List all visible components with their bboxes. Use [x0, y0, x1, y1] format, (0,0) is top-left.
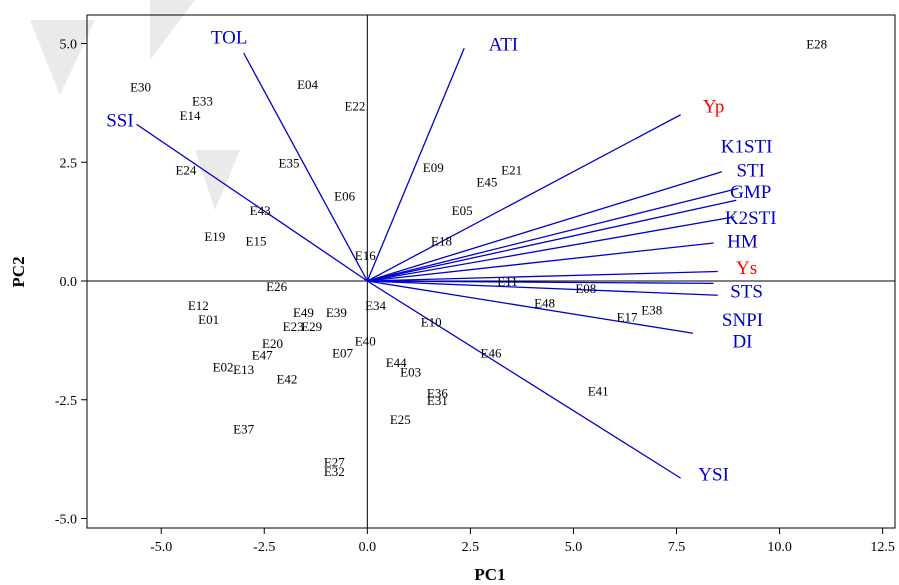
- y-tick-label: 0.0: [60, 275, 78, 290]
- vector-line: [367, 171, 723, 282]
- vector-label: STI: [736, 160, 765, 181]
- vector-line: [367, 280, 714, 285]
- point-label: E01: [198, 312, 219, 327]
- point-label: E36: [427, 386, 448, 401]
- point-label: E22: [344, 98, 365, 113]
- point-label: E10: [421, 314, 442, 329]
- point-label: E44: [386, 355, 407, 370]
- y-axis-title: PC2: [9, 256, 28, 287]
- point-label: E35: [279, 155, 300, 170]
- point-label: E46: [481, 345, 502, 360]
- point-label: E25: [390, 412, 411, 427]
- y-axis-ticks: -5.0 -2.5 0.0 2.5 5.0: [55, 38, 87, 528]
- point-label: E37: [233, 421, 254, 436]
- vector-label: HM: [727, 232, 758, 253]
- point-group: E28 E30 E04 E33 E22 E14 E09 E21 E35 E24 E45 E06 E43 E…: [130, 37, 827, 480]
- point-label: E19: [204, 229, 225, 244]
- vector-label: TOL: [211, 27, 248, 48]
- point-label: E40: [355, 333, 376, 348]
- x-axis-title: PC1: [474, 565, 505, 584]
- point-label: E24: [175, 162, 196, 177]
- point-label: E07: [332, 345, 353, 360]
- vector-label: YSI: [698, 464, 729, 485]
- point-label: E12: [188, 298, 209, 313]
- vector-label: SNPI: [722, 310, 763, 331]
- point-label: E05: [452, 203, 473, 218]
- point-label: E28: [806, 37, 827, 52]
- vector-label: K2STI: [725, 208, 777, 229]
- point-label: E30: [130, 79, 151, 94]
- x-tick-label: -5.0: [150, 540, 172, 555]
- vector-line: [367, 242, 714, 282]
- point-label: E08: [575, 281, 596, 296]
- point-label: E17: [617, 310, 638, 325]
- x-tick-label: 5.0: [565, 540, 583, 555]
- point-label: E18: [431, 234, 452, 249]
- y-tick-label: 2.5: [60, 156, 78, 171]
- vector-line: [366, 280, 681, 479]
- point-label: E48: [534, 295, 555, 310]
- vector-label: K1STI: [721, 137, 773, 158]
- point-label: E11: [497, 274, 517, 289]
- x-tick-label: 2.5: [462, 540, 480, 555]
- vector-line: [367, 199, 737, 282]
- point-label: E20: [262, 336, 283, 351]
- vector-label: Yp: [703, 96, 724, 117]
- x-tick-label: 7.5: [668, 540, 686, 555]
- point-label: E39: [326, 305, 347, 320]
- point-label: E45: [476, 174, 497, 189]
- point-label: E13: [233, 362, 254, 377]
- vector-line: [367, 187, 739, 282]
- vector-line: [367, 280, 694, 334]
- point-label: E32: [324, 464, 345, 479]
- point-label: E34: [365, 298, 386, 313]
- vector-line: [367, 114, 681, 282]
- y-tick-label: -5.0: [55, 513, 77, 528]
- x-tick-label: 0.0: [359, 540, 377, 555]
- vector-label: GMP: [730, 182, 771, 203]
- point-label: E31: [427, 393, 448, 408]
- vector-line: [367, 270, 718, 282]
- reference-lines: [87, 15, 895, 528]
- point-label: E42: [276, 371, 297, 386]
- point-label: E04: [297, 77, 318, 92]
- y-tick-label: -2.5: [55, 394, 77, 409]
- vector-line: [367, 280, 718, 296]
- vector-label: DI: [732, 331, 752, 352]
- point-label: E26: [266, 279, 287, 294]
- plot-frame: [86, 14, 896, 529]
- x-tick-label: 12.5: [870, 540, 895, 555]
- point-label: E43: [250, 203, 271, 218]
- point-label: E41: [588, 383, 609, 398]
- point-label: E27: [324, 455, 345, 470]
- x-tick-label: -2.5: [253, 540, 275, 555]
- y-tick-label: 5.0: [60, 38, 78, 53]
- point-label: E15: [246, 234, 267, 249]
- vector-line: [243, 52, 368, 282]
- x-axis-ticks: -5.0 -2.5 0.0 2.5 5.0 7.5 10.0 12.5: [150, 528, 895, 555]
- point-label: E29: [301, 319, 322, 334]
- point-label: E49: [293, 305, 314, 320]
- point-label: E47: [252, 348, 273, 363]
- point-label: E06: [334, 189, 355, 204]
- point-label: E38: [641, 303, 662, 318]
- vector-line: [367, 216, 735, 282]
- vector-label: ATI: [489, 35, 519, 56]
- point-label: E23: [283, 319, 304, 334]
- vector-line: [136, 123, 368, 282]
- vector-line: [366, 48, 465, 282]
- point-label: E03: [400, 364, 421, 379]
- vector-label: Ys: [736, 258, 757, 279]
- x-tick-label: 10.0: [767, 540, 792, 555]
- vector-label: SSI: [106, 111, 133, 132]
- point-label: E14: [180, 108, 201, 123]
- point-label: E02: [213, 360, 234, 375]
- vector-label: STS: [730, 282, 763, 303]
- point-label: E33: [192, 94, 213, 109]
- point-label: E09: [423, 160, 444, 175]
- point-label: E16: [355, 248, 376, 263]
- point-label: E21: [501, 162, 522, 177]
